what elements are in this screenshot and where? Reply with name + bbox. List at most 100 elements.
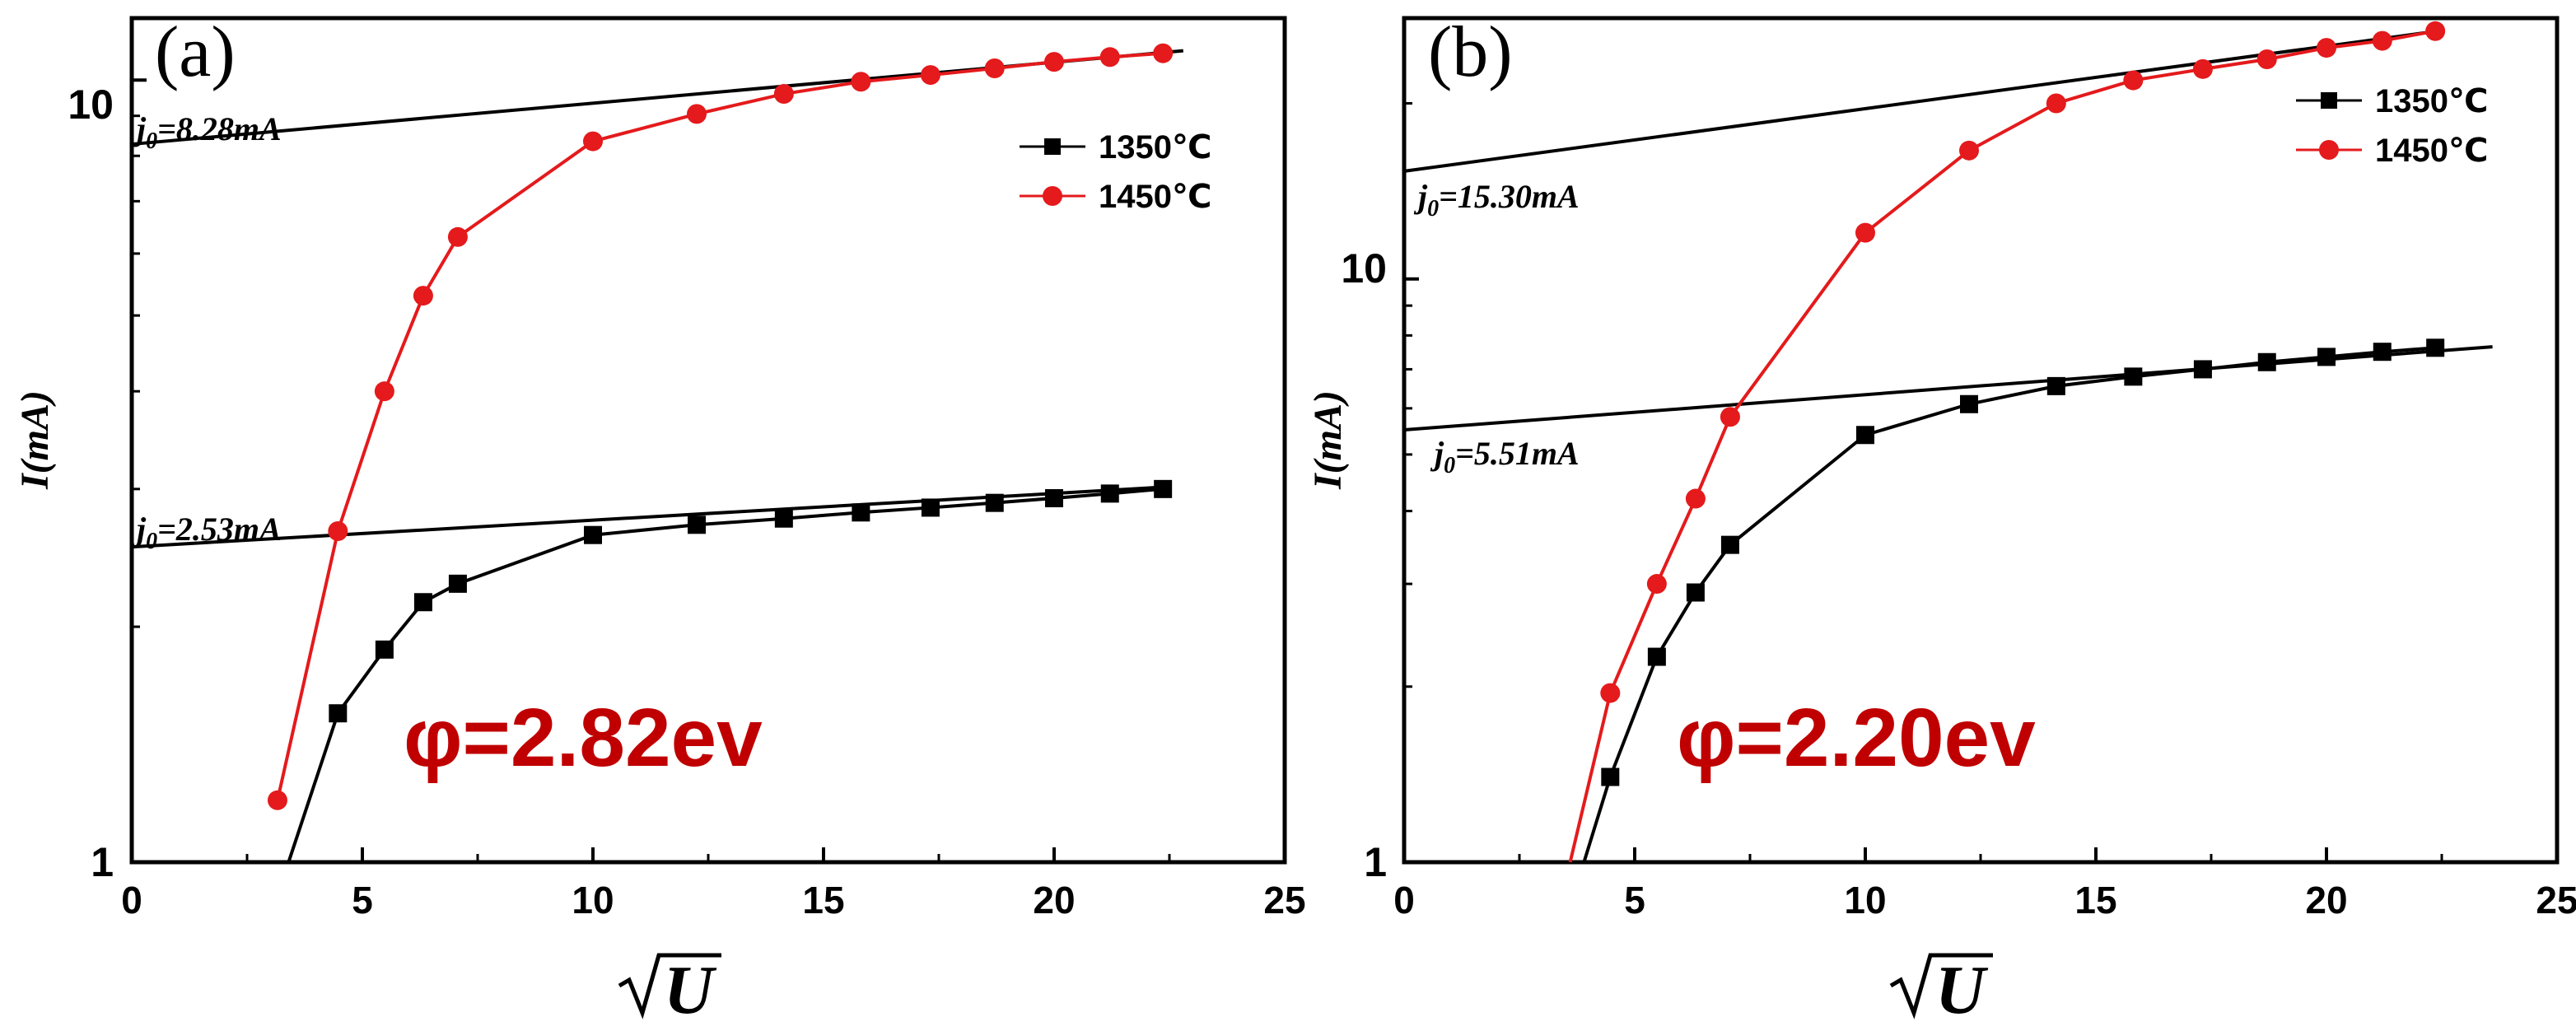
panel-a: (a) 10 1 0 5 10 15 20 25 I(mA) √U U j0=8.28mA… <box>13 12 1306 1029</box>
data-point <box>1154 479 1173 498</box>
x-tick-label: 5 <box>352 879 373 921</box>
data-point <box>2193 360 2212 379</box>
data-point <box>2046 376 2065 395</box>
fit-line <box>1403 29 2438 173</box>
data-point <box>583 131 603 152</box>
panel-a-annotation-bottom-sub: 0 <box>146 529 157 554</box>
panel-b-work-function-label: φ=2.20ev <box>1677 692 2036 784</box>
data-point <box>688 516 706 534</box>
panel-a-x-axis-label: √U U <box>618 952 721 1029</box>
x-tick-label: 25 <box>2536 879 2576 921</box>
panel-a-work-function-label: φ=2.82ev <box>404 692 763 784</box>
x-tick-label: 25 <box>1263 879 1305 921</box>
data-point <box>413 593 432 612</box>
data-point <box>413 286 433 306</box>
panel-a-annotation-bottom-rest: =2.53mA <box>157 511 282 548</box>
panel-a-legend-1350-label: 1350℃ <box>1099 129 1211 166</box>
panel-b-legend-1450-label: 1450℃ <box>2375 133 2488 169</box>
panel-b-annotation-top-sub: 0 <box>1427 196 1439 222</box>
data-point <box>1685 488 1706 509</box>
data-point <box>2426 338 2445 357</box>
panel-b-legend: 1350℃ 1450℃ <box>2296 83 2488 169</box>
panel-a-x-tick-labels: 0 5 10 15 20 25 <box>121 879 1305 921</box>
data-point <box>2124 367 2143 386</box>
panel-b-fit-lines <box>1403 29 2493 432</box>
data-point <box>1601 767 1620 786</box>
series-line-1450℃ <box>1568 29 2436 863</box>
data-point <box>1099 47 1120 68</box>
panel-b-annotation-bottom-sub: 0 <box>1444 453 1455 478</box>
panel-b-annotation-top: j0=15.30mA <box>1413 178 1580 222</box>
data-point <box>447 226 468 247</box>
series-line-1350℃ <box>287 487 1164 863</box>
fit-line <box>131 485 1170 549</box>
data-point <box>329 704 348 723</box>
data-point <box>2317 38 2336 58</box>
data-point <box>1855 222 1875 243</box>
panel-a-legend: 1350℃ 1450℃ <box>1020 129 1211 215</box>
data-point <box>1960 394 1978 413</box>
data-point <box>2192 58 2213 79</box>
data-point <box>1045 488 1063 507</box>
panel-b-sqrt-sign <box>1889 953 1993 1019</box>
data-point <box>328 521 348 542</box>
panel-b-ticks <box>1402 102 2559 864</box>
data-point <box>2046 93 2066 114</box>
data-point <box>374 381 394 402</box>
panel-b-annotation-bottom-rest: =5.51mA <box>1455 435 1580 472</box>
data-point <box>773 84 794 105</box>
panel-a-annotation-top-rest: =8.28mA <box>157 110 282 147</box>
panel-b-annotation-bottom-j: j <box>1430 435 1444 472</box>
x-tick-label: 20 <box>1033 879 1075 921</box>
data-point <box>2256 49 2277 69</box>
data-point <box>1600 683 1621 703</box>
panel-a-ticks <box>130 78 1286 864</box>
data-point <box>1646 574 1667 595</box>
data-point <box>687 104 707 124</box>
data-point <box>448 574 467 593</box>
panel-a-annotation-bottom-j: j <box>132 511 147 548</box>
data-point <box>1720 407 1740 427</box>
panel-a-y-axis-label: I(mA) <box>13 390 57 490</box>
x-tick-label: 10 <box>1844 879 1886 921</box>
data-point <box>1720 535 1739 554</box>
panel-b-legend-1450-marker <box>2319 140 2339 160</box>
data-point <box>2373 343 2392 362</box>
panel-b-series <box>1568 21 2446 863</box>
panel-b-x-axis-label: √U U <box>1889 952 1993 1029</box>
panel-a-y-tick-10: 10 <box>68 82 114 128</box>
data-point <box>852 503 870 522</box>
data-point <box>851 72 871 92</box>
x-tick-label: 5 <box>1624 879 1645 921</box>
panel-a-annotation-top-sub: 0 <box>146 128 157 154</box>
data-point <box>1100 484 1119 503</box>
data-point <box>984 58 1005 79</box>
panel-a-annotation-top: j0=8.28mA <box>132 110 282 154</box>
panel-b-label: (b) <box>1428 12 1513 92</box>
series-line-1450℃ <box>276 51 1164 801</box>
fit-line <box>1403 345 2493 432</box>
panel-a-y-tick-1: 1 <box>91 839 114 885</box>
panel-a-sqrt-sign <box>618 953 721 1019</box>
panel-a-annotation-bottom: j0=2.53mA <box>132 511 282 554</box>
panel-b-annotation-bottom: j0=5.51mA <box>1430 435 1580 478</box>
x-tick-label: 10 <box>572 879 614 921</box>
x-tick-label: 15 <box>2074 879 2116 921</box>
panel-a-label: (a) <box>155 12 236 92</box>
panel-a-x-axis-label-u: U <box>664 952 717 1029</box>
data-point <box>267 790 287 810</box>
panel-b-annotation-top-j: j <box>1413 178 1428 215</box>
data-point <box>1153 43 1174 63</box>
data-point <box>1959 140 1979 161</box>
panel-a-legend-1350-marker <box>1044 138 1061 155</box>
panel-b-x-axis-label-u: U <box>1935 952 1989 1029</box>
panel-b-x-tick-labels: 0 5 10 15 20 25 <box>1393 879 2576 921</box>
data-point <box>2123 70 2144 91</box>
data-point <box>1647 647 1666 666</box>
x-tick-label: 0 <box>121 879 142 921</box>
panel-b-annotation-top-rest: =15.30mA <box>1439 178 1580 215</box>
panel-b-y-tick-1: 1 <box>1364 839 1387 885</box>
data-point <box>1856 426 1874 445</box>
x-tick-label: 20 <box>2305 879 2347 921</box>
